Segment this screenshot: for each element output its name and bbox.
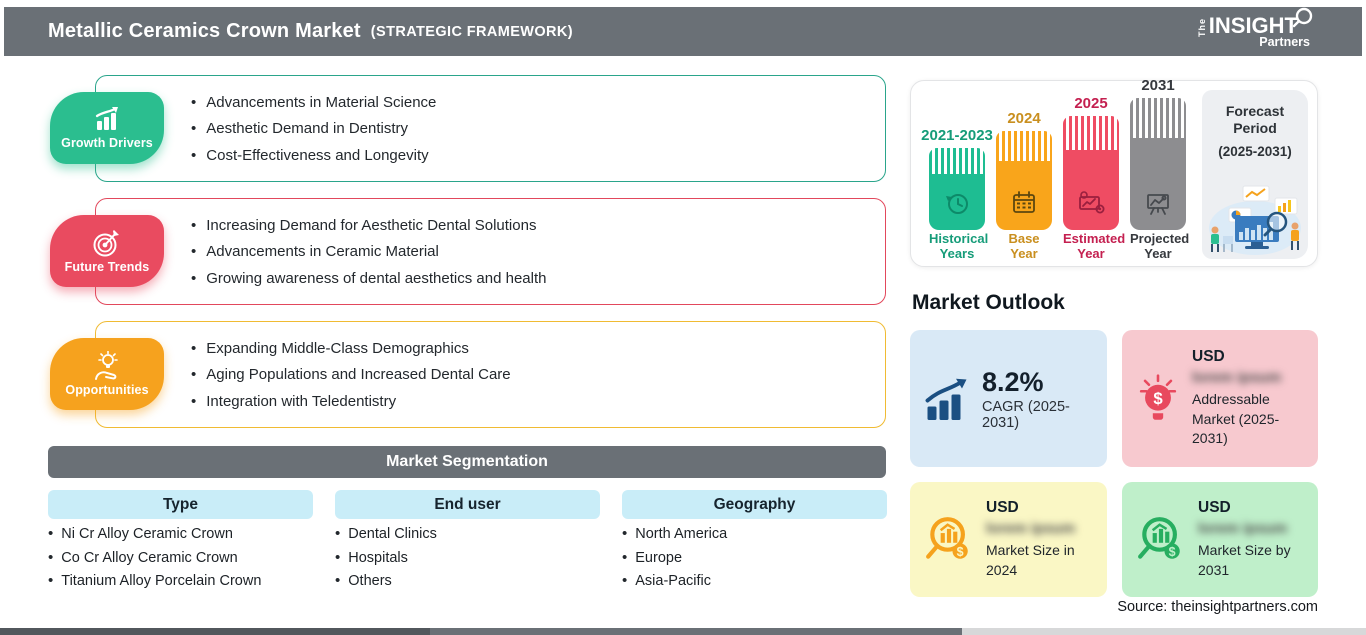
timeline-bar-historical: 2021-2023 [921, 127, 993, 230]
future-trend-item: Increasing Demand for Aesthetic Dental S… [191, 217, 865, 234]
history-clock-icon [946, 194, 968, 214]
segment-column-end-user: End user [335, 490, 600, 519]
magnifier-chart-icon: $ [926, 516, 968, 558]
card-label: Addressable Market (2025-2031) [1192, 391, 1280, 447]
market-size-2024-card: $ USD lorem ipsum Market Size in 2024 [910, 482, 1107, 597]
magnifier-chart-icon: $ [1138, 516, 1180, 558]
page-title: Metallic Ceramics Crown Market [48, 20, 361, 42]
currency-label: USD [986, 498, 1019, 516]
growth-drivers-box: Advancements in Material Science Aesthet… [95, 75, 886, 182]
timeline-year: 2031 [1141, 77, 1175, 94]
cagr-label: CAGR (2025-2031) [982, 398, 1070, 431]
list-item: Ni Cr Alloy Ceramic Crown [48, 525, 328, 542]
insight-partners-logo: The INSIGHT Partners [1196, 7, 1313, 49]
bottom-bar-segment [962, 628, 1366, 635]
opportunities-label: Opportunities [65, 383, 149, 397]
cagr-value: 8.2% [982, 366, 1044, 397]
future-trends-pill: Future Trends [50, 215, 164, 287]
list-item: Others [335, 572, 615, 589]
timeline-year: 2024 [1007, 110, 1041, 127]
timeline-year: 2025 [1074, 95, 1108, 112]
market-size-2031-card: $ USD lorem ipsum Market Size by 2031 [1122, 482, 1318, 597]
forecast-period-title: Forecast Period [1225, 103, 1285, 136]
opportunities-box: Expanding Middle-Class Demographics Agin… [95, 321, 886, 428]
list-item: Titanium Alloy Porcelain Crown [48, 572, 328, 589]
timeline-year: 2021-2023 [921, 127, 993, 144]
svg-text:$: $ [1153, 389, 1163, 408]
timeline-bar-label: Historical Years [929, 231, 989, 261]
market-segmentation-header: Market Segmentation [48, 446, 886, 478]
timeline-bar-base: 2024 [996, 110, 1052, 230]
growth-driver-item: Advancements in Material Science [191, 94, 865, 111]
page-subtitle: (STRATEGIC FRAMEWORK) [370, 23, 574, 40]
addressable-market-card: $ USD lorem ipsum Addressable Market (20… [1122, 330, 1318, 467]
opportunity-item: Aging Populations and Increased Dental C… [191, 366, 865, 383]
end-user-list: Dental Clinics Hospitals Others [335, 525, 615, 589]
timeline-bar-label: Projected Year [1130, 231, 1190, 261]
future-trends-label: Future Trends [64, 260, 150, 274]
list-item: Europe [622, 549, 902, 566]
future-trends-box: Increasing Demand for Aesthetic Dental S… [95, 198, 886, 305]
timeline-bar-projected: 2031 [1130, 77, 1186, 230]
opportunities-pill: Opportunities [50, 338, 164, 410]
calendar-icon [1013, 191, 1035, 213]
bottom-bar-segment [0, 628, 430, 635]
growth-driver-item: Aesthetic Demand in Dentistry [191, 120, 865, 137]
logo-insight: INSIGHT [1209, 7, 1313, 37]
opportunity-item: Expanding Middle-Class Demographics [191, 340, 865, 357]
growth-driver-item: Cost-Effectiveness and Longevity [191, 147, 865, 164]
segment-column-type: Type [48, 490, 313, 519]
timeline-panel: 2021-2023 2024 [910, 77, 1318, 267]
list-item: Co Cr Alloy Ceramic Crown [48, 549, 328, 566]
svg-text:$: $ [1169, 544, 1176, 558]
analytics-illustration [1209, 185, 1301, 255]
bar-chart-arrow-icon [95, 107, 118, 130]
list-item: Asia-Pacific [622, 572, 902, 589]
source-attribution: Source: theinsightpartners.com [1117, 599, 1318, 615]
geography-list: North America Europe Asia-Pacific [622, 525, 902, 589]
card-label: Market Size by 2031 [1198, 541, 1291, 578]
opportunity-item: Integration with Teledentistry [191, 393, 865, 410]
growth-chart-icon [925, 378, 967, 420]
list-item: Dental Clinics [335, 525, 615, 542]
timeline-bar-label: Estimated Year [1063, 231, 1126, 261]
magnifier-lens-icon [1292, 7, 1313, 27]
list-item: Hospitals [335, 549, 615, 566]
blurred-value: lorem ipsum [986, 519, 1076, 537]
currency-label: USD [1192, 348, 1225, 366]
market-outlook-title: Market Outlook [912, 291, 1065, 314]
header-bar: Metallic Ceramics Crown Market (STRATEGI… [4, 7, 1362, 56]
blurred-value: lorem ipsum [1198, 519, 1288, 537]
growth-drivers-pill: Growth Drivers [50, 92, 164, 164]
list-item: North America [622, 525, 902, 542]
currency-label: USD [1198, 498, 1231, 516]
logo-partners: Partners [1259, 34, 1310, 49]
forecast-period-years: (2025-2031) [1218, 144, 1292, 159]
forecast-period-panel: Forecast Period (2025-2031) [1202, 90, 1308, 259]
segment-column-geography: Geography [622, 490, 887, 519]
bulb-dollar-icon: $ [1139, 373, 1177, 420]
future-trend-item: Growing awareness of dental aesthetics a… [191, 270, 865, 287]
logo-the: The [1196, 17, 1207, 37]
analysis-monitor-icon [1079, 191, 1105, 214]
hand-bulb-icon [95, 351, 118, 380]
timeline-bar-label: Base Year [1008, 231, 1040, 261]
target-dart-icon [93, 230, 119, 257]
card-label: Market Size in 2024 [986, 541, 1075, 578]
future-trend-item: Advancements in Ceramic Material [191, 243, 865, 260]
bottom-bar-segment [430, 628, 962, 635]
cagr-card: 8.2% CAGR (2025-2031) [910, 330, 1107, 467]
growth-drivers-label: Growth Drivers [61, 136, 153, 150]
timeline-bar-estimated: 2025 [1063, 95, 1119, 230]
blurred-value: lorem ipsum [1192, 369, 1282, 387]
presentation-chart-icon [1147, 194, 1169, 215]
type-list: Ni Cr Alloy Ceramic Crown Co Cr Alloy Ce… [48, 525, 328, 589]
svg-text:$: $ [957, 544, 964, 558]
